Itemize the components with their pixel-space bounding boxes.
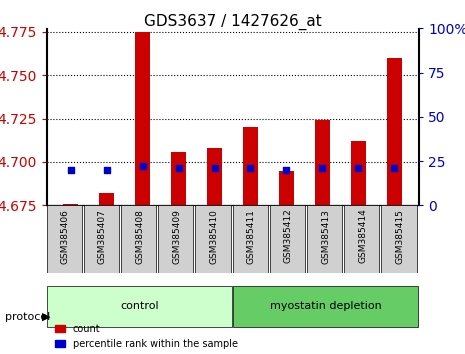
Legend: count, percentile rank within the sample: count, percentile rank within the sample [51,320,242,353]
Point [139,164,146,169]
Text: protocol: protocol [5,312,50,322]
FancyBboxPatch shape [344,205,379,273]
Text: GSM385409: GSM385409 [172,209,181,264]
Bar [171,152,186,205]
FancyBboxPatch shape [46,205,82,273]
FancyBboxPatch shape [195,205,231,273]
Text: GSM385407: GSM385407 [98,209,107,264]
FancyBboxPatch shape [121,205,156,273]
Bar [387,58,402,205]
Text: GSM385412: GSM385412 [284,209,293,263]
Bar [63,204,78,205]
Point [355,165,362,171]
Text: GDS3637 / 1427626_at: GDS3637 / 1427626_at [144,14,321,30]
Text: GSM385414: GSM385414 [358,209,367,263]
FancyBboxPatch shape [84,205,119,273]
Point [103,167,110,173]
Bar [135,32,150,205]
Point [283,167,290,173]
FancyBboxPatch shape [233,285,418,327]
Bar [351,141,365,205]
Point [67,167,74,173]
FancyBboxPatch shape [381,205,417,273]
Text: GSM385415: GSM385415 [395,209,405,264]
FancyBboxPatch shape [232,205,268,273]
FancyBboxPatch shape [47,285,232,327]
FancyBboxPatch shape [158,205,193,273]
Text: GSM385406: GSM385406 [60,209,70,264]
Text: GSM385411: GSM385411 [246,209,256,264]
Bar [279,171,294,205]
Text: GSM385410: GSM385410 [209,209,219,264]
Text: ▶: ▶ [42,312,50,322]
Text: GSM385408: GSM385408 [135,209,144,264]
FancyBboxPatch shape [270,205,305,273]
Bar [100,193,114,205]
Text: myostatin depletion: myostatin depletion [270,301,381,311]
Text: control: control [120,301,159,311]
Point [319,165,326,171]
Point [247,165,254,171]
Bar [243,127,258,205]
Text: GSM385413: GSM385413 [321,209,330,264]
Point [391,165,398,171]
Point [211,165,218,171]
Bar [315,120,330,205]
Bar [207,148,222,205]
FancyBboxPatch shape [307,205,342,273]
Point [175,165,182,171]
